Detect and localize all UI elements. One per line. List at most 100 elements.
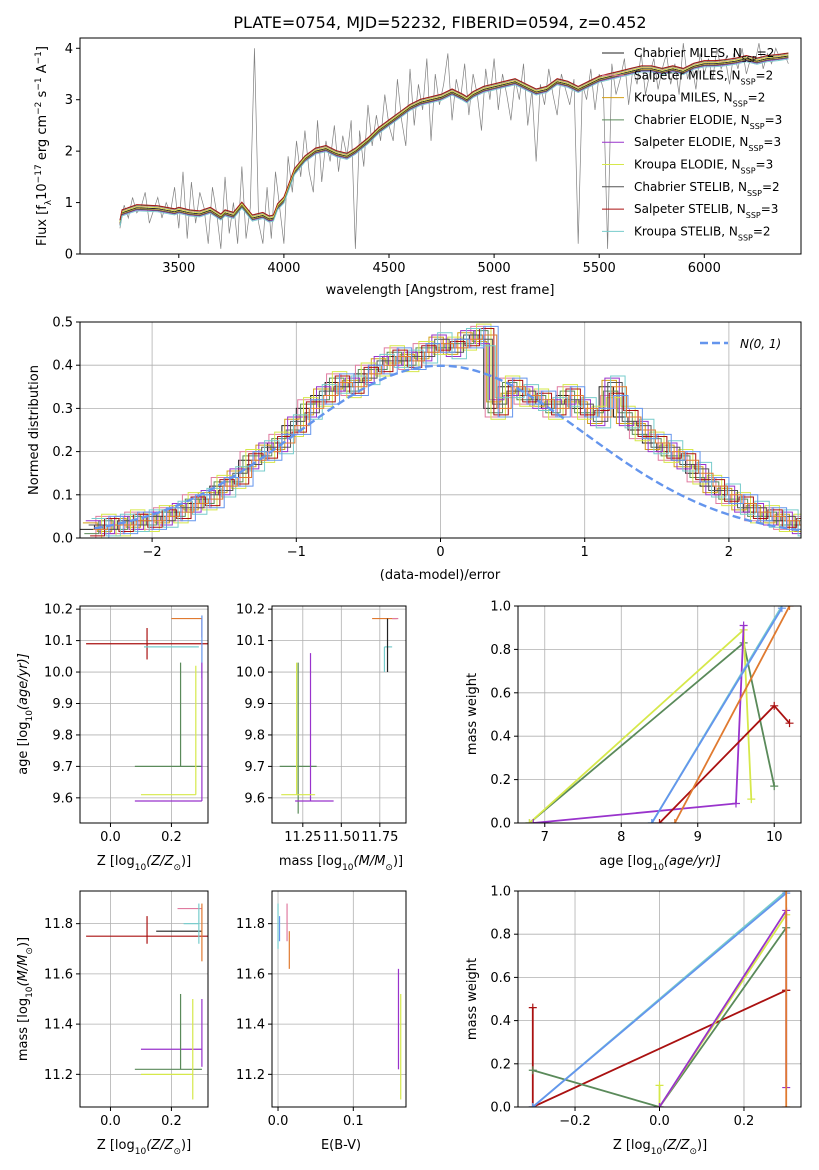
x-tick-label: 0 (436, 545, 444, 560)
y-tick-label: 11.4 (44, 1018, 73, 1033)
x-tick-label: 8 (617, 830, 625, 845)
y-axis-label: mass weight (465, 958, 480, 1040)
legend-name: Salpeter STELIB, N (634, 202, 746, 216)
x-tick-label: 5500 (583, 261, 616, 276)
x-tick-label: 0.0 (100, 1114, 121, 1129)
legend-name: Chabrier MILES, N (634, 46, 742, 60)
residual-histogram-salpeter_stelib (90, 327, 801, 537)
y-tick-label: 0.6 (490, 686, 511, 701)
x-axis-label: age [log10(age/yr)] (599, 854, 721, 873)
y-tick-label: 0.3 (52, 402, 73, 417)
plot-area-weight_vs_Z (528, 891, 791, 1107)
x-tick-label: 11.50 (323, 830, 360, 845)
y-tick-label: 10.0 (44, 666, 73, 681)
x-axis-label-part: 10 (651, 1147, 663, 1157)
y-axis-label-part: (age/yr)] (16, 653, 31, 710)
x-axis-label-part: (Z/Z (146, 1138, 174, 1153)
y-tick-label: 0.8 (490, 928, 511, 943)
residual-histogram-kroupa_elodie (87, 323, 801, 538)
x-tick-label: 0.2 (734, 1114, 755, 1129)
y-axis-label-part: (M/M (16, 955, 31, 987)
x-tick-label: 2 (725, 545, 733, 560)
y-tick-label: 0.0 (490, 1101, 511, 1116)
weight-marker (670, 819, 679, 823)
y-axis-label-part: mass [log (16, 998, 31, 1061)
y-tick-label: 10.1 (236, 634, 265, 649)
legend-sub: SSP (733, 99, 748, 108)
weight-marker (528, 1103, 537, 1107)
x-tick-label: 6000 (688, 261, 721, 276)
weight-marker (528, 1066, 537, 1075)
residual-histogram-orange (92, 334, 801, 530)
y-axis-label-part: 10 (25, 710, 35, 722)
weight-line (528, 627, 753, 823)
legend-name: Kroupa STELIB, N (634, 224, 738, 238)
y-tick-label: 2 (65, 145, 73, 160)
axes-frame (271, 605, 407, 824)
x-tick-label: 5000 (478, 261, 511, 276)
plot-area-spectrum (119, 43, 789, 249)
x-tick-label: −2 (143, 545, 162, 560)
weight-marker (747, 795, 756, 804)
weight-line (651, 607, 783, 823)
weight-marker (647, 819, 656, 823)
x-tick-label: 11.25 (284, 830, 321, 845)
weight-marker (528, 1003, 537, 1012)
weight-marker (655, 1103, 664, 1107)
model-spectrum-chabrier_miles (119, 55, 789, 224)
panel-residuals: −2 −1 0 1 2 0.0 0.1 0.2 0.3 0.4 0.5 (52, 316, 802, 560)
y-tick-label: 10.2 (44, 603, 73, 618)
y-tick-label: 0.4 (490, 730, 511, 745)
x-axis-label-part: )] (697, 1138, 707, 1153)
y-axis-label-part: −1 (34, 51, 44, 64)
y-axis-label: Normed distribution (27, 365, 42, 495)
panel-spectrum: 3500 4000 4500 5000 5500 6000 0 1 2 3 4 (65, 37, 802, 276)
panel-mass_vs_ebv: 0.0 0.1 11.2 11.4 11.6 11.8 (236, 890, 407, 1129)
x-tick-label: 0.0 (100, 830, 121, 845)
model-spectrum-kroupa_elodie (119, 54, 789, 223)
y-tick-label: 0.2 (490, 773, 511, 788)
axes-frame (517, 605, 802, 824)
y-tick-label: 0.0 (490, 817, 511, 832)
legend-tail: =2 (762, 180, 780, 194)
weight-line (658, 914, 787, 1107)
weight-marker (525, 819, 534, 823)
x-tick-label: 10 (766, 830, 783, 845)
axes-frame (79, 37, 802, 255)
x-tick-label: 4000 (267, 261, 300, 276)
x-axis-label: Z [log10(Z/Z⊙)] (613, 1138, 707, 1157)
model-spectrum-salpeter_stelib (119, 52, 789, 221)
legend-entry: Kroupa ELODIE, NSSP=3 (634, 158, 773, 176)
legend-sub: SSP (742, 55, 757, 64)
y-axis-label-part: A (35, 64, 50, 77)
y-tick-label: 0 (65, 248, 73, 263)
residual-histogram-kroupa_miles (82, 332, 801, 533)
weight-line (531, 989, 787, 1107)
weight-line (532, 927, 787, 1107)
x-axis-label-part: (Z/Z (662, 1138, 690, 1153)
x-tick-label: 11.75 (361, 830, 398, 845)
x-axis-label-part: Z [log (97, 854, 135, 869)
x-tick-label: −0.2 (559, 1114, 591, 1129)
legend-name: Chabrier ELODIE, N (634, 113, 750, 127)
legend-tail: =2 (748, 91, 766, 105)
weight-marker (655, 1081, 664, 1090)
x-tick-label: −1 (287, 545, 306, 560)
y-axis-label-part: 10 (35, 183, 50, 200)
y-axis-label-part: ⊙ (25, 947, 35, 955)
x-axis-label-part: (Z/Z (146, 854, 174, 869)
y-tick-label: 9.9 (244, 697, 265, 712)
x-axis-label-part: ⊙ (689, 1147, 697, 1157)
y-tick-label: 10.2 (236, 603, 265, 618)
y-axis-label-part: −17 (34, 164, 44, 183)
x-axis-label-part: )] (181, 1138, 191, 1153)
plot-area-residuals (80, 323, 801, 538)
legend-sub: SSP (738, 233, 753, 242)
y-tick-label: 10.0 (236, 666, 265, 681)
x-axis-label-part: ⊙ (173, 1147, 181, 1157)
x-axis-label-part: ⊙ (385, 863, 393, 873)
weight-marker (782, 1103, 791, 1107)
x-tick-label: 0.0 (649, 1114, 670, 1129)
legend-sub: SSP (746, 211, 761, 220)
x-axis-label-part: 10 (342, 863, 354, 873)
